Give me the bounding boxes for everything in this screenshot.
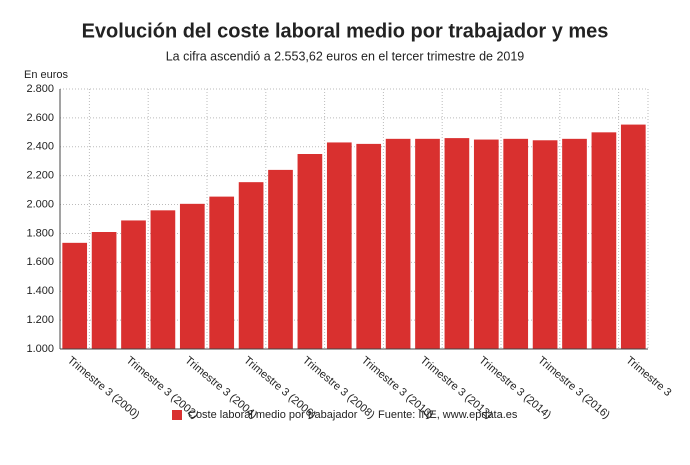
y-tick-label: 1.200 [26, 314, 54, 326]
y-tick-label: 1.800 [26, 227, 54, 239]
y-tick-label: 1.600 [26, 256, 54, 268]
bar [503, 138, 529, 349]
bar [179, 203, 205, 349]
bar [562, 138, 587, 349]
bar [532, 140, 558, 349]
y-tick-label: 2.600 [26, 112, 54, 124]
legend-swatch [172, 410, 182, 420]
y-tick-label: 1.000 [26, 343, 54, 355]
y-tick-label: 1.400 [26, 285, 54, 297]
bar [150, 210, 176, 349]
bar [356, 143, 382, 349]
bar [91, 232, 117, 349]
bar [620, 124, 646, 349]
bar [62, 242, 88, 349]
bar [385, 138, 411, 349]
y-tick-label: 2.000 [26, 198, 54, 210]
y-tick-label: 2.800 [26, 83, 54, 95]
y-tick-label: 2.400 [26, 141, 54, 153]
bar [444, 138, 470, 349]
source: Fuente: INE, www.epdata.es [378, 409, 518, 421]
chart-title: Evolución del coste laboral medio por tr… [82, 20, 609, 42]
bar [268, 169, 293, 349]
y-axis-label: En euros [24, 69, 69, 81]
bar [415, 138, 440, 349]
bar [326, 142, 352, 349]
y-tick-label: 2.200 [26, 170, 54, 182]
chart-subtitle: La cifra ascendió a 2.553,62 euros en el… [166, 49, 525, 63]
bar [121, 220, 146, 349]
bar [473, 139, 499, 349]
bar [238, 182, 264, 349]
bar [209, 196, 235, 349]
bar [297, 154, 323, 349]
bar [591, 132, 617, 349]
legend-label: Coste laboral medio por trabajador [188, 409, 358, 421]
